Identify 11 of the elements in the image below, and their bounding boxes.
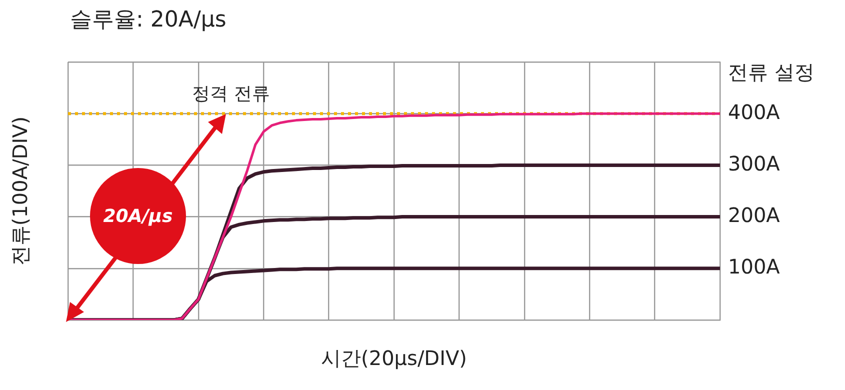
annotation: 20A/μs [103,206,173,226]
y-tick-label: 100A [728,254,780,279]
chart-title: 슬루율: 20A/μs [70,8,226,33]
text: 전류 설정 [728,60,814,84]
x-axis-title: 시간(20μs/DIV) [321,346,467,370]
ref-line-label: 정격 전류 [192,83,270,104]
circle-badge: 20A/μs [90,168,186,264]
y-tick-label: 400A [728,100,780,124]
y-axis-title: 전류(100A/DIV) [8,116,32,266]
y-tick-label: 200A [728,203,780,228]
y-tick-label: 300A [728,151,780,176]
